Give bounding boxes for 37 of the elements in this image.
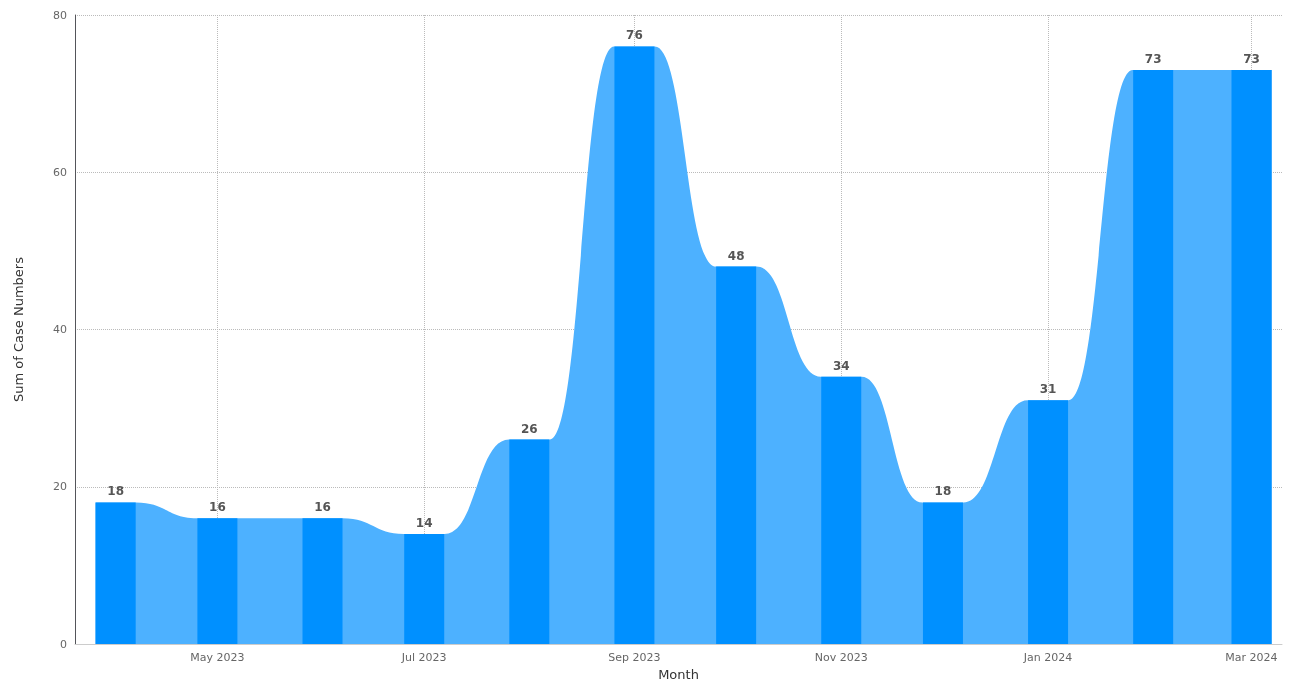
data-label: 34 <box>832 358 850 373</box>
data-label: 26 <box>520 421 538 436</box>
x-tick-label: Jul 2023 <box>400 651 447 664</box>
y-axis-title: Sum of Case Numbers <box>11 256 26 402</box>
y-tick-label: 20 <box>53 480 67 494</box>
y-tick-label: 0 <box>60 637 67 651</box>
bar <box>614 46 655 644</box>
x-tick-label: Mar 2024 <box>1225 651 1278 664</box>
bar <box>95 502 136 644</box>
x-axis-title: Month <box>658 666 699 682</box>
y-tick-label: 40 <box>53 323 67 336</box>
x-tick-label: Sep 2023 <box>608 651 661 664</box>
data-label: 16 <box>209 500 226 515</box>
bar <box>821 376 862 644</box>
data-label: 16 <box>314 500 331 515</box>
data-label: 14 <box>415 515 433 530</box>
data-label: 73 <box>1144 52 1162 67</box>
bar <box>1028 400 1069 644</box>
bar <box>404 533 445 644</box>
bar <box>197 518 238 644</box>
y-tick-label: 80 <box>53 8 67 22</box>
bar <box>302 518 343 644</box>
bar <box>716 266 757 644</box>
data-label: 73 <box>1243 52 1260 67</box>
y-tick-label: 60 <box>53 165 67 179</box>
data-label: 18 <box>934 484 952 499</box>
data-label: 76 <box>626 28 643 43</box>
x-tick-label: Jan 2024 <box>1022 651 1073 664</box>
bar <box>922 502 963 644</box>
x-tick-label: Nov 2023 <box>814 651 868 664</box>
data-label: 18 <box>107 484 125 499</box>
data-label: 31 <box>1039 382 1057 397</box>
bar <box>1133 70 1174 644</box>
bar <box>509 439 550 644</box>
x-tick-label: May 2023 <box>190 651 245 664</box>
data-label: 48 <box>727 248 745 263</box>
bar <box>1231 70 1272 644</box>
